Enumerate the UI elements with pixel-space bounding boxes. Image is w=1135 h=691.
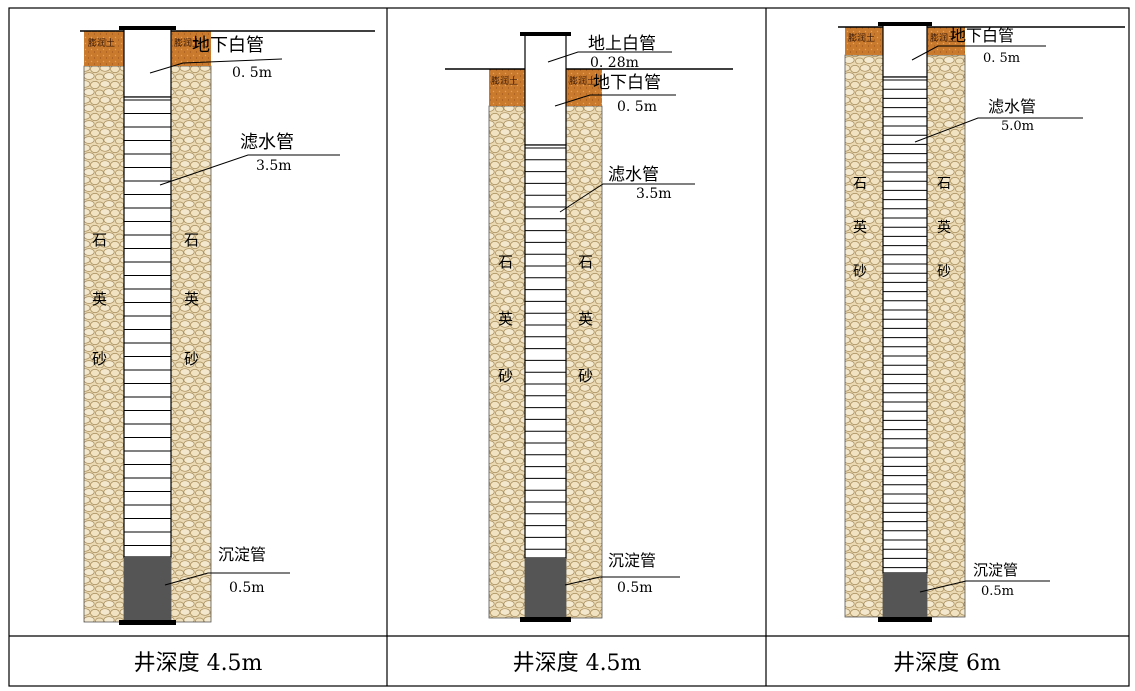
sand-right xyxy=(170,65,212,623)
sand-label-left-3: 砂 xyxy=(853,264,867,280)
sand-left xyxy=(488,105,526,619)
sump-label: 沉淀管 xyxy=(218,545,266,564)
blank-below-label: 地下白管 xyxy=(950,26,1014,45)
blank-below-length: 0. 5m xyxy=(983,51,1020,66)
screen-pipe xyxy=(123,96,172,558)
sand-label-left-2: 英 xyxy=(92,290,107,308)
clay-right xyxy=(927,27,965,55)
pipe-cap-bottom xyxy=(878,617,932,622)
blank-above-label: 地上白管 xyxy=(588,34,656,54)
screen-slots xyxy=(525,147,566,550)
clay-right xyxy=(171,31,211,66)
sump-label: 沉淀管 xyxy=(973,561,1018,579)
screen-slots xyxy=(883,79,927,569)
pipe-cap-bottom xyxy=(119,620,176,625)
blank-below-label: 地下白管 xyxy=(192,35,264,56)
blank-below-length: 0. 5m xyxy=(232,65,272,81)
sand-label-left-3: 砂 xyxy=(498,367,513,385)
pipe-cap-top xyxy=(119,26,176,30)
sump-pipe xyxy=(883,573,927,617)
clay-left xyxy=(845,27,883,55)
sand-right xyxy=(565,105,603,619)
screen-length: 3.5m xyxy=(636,186,672,202)
panel-3: 膨润土 膨润土 地下白管 0. 5m 滤水管 5.0m 石 英 砂 石 英 砂 … xyxy=(838,22,1125,676)
pipe-cap-top xyxy=(878,22,932,26)
sand-label-left-1: 石 xyxy=(498,253,513,271)
clay-label-right: 膨润土 xyxy=(174,37,201,49)
sand-label-right-1: 石 xyxy=(184,231,199,249)
screen-label: 滤水管 xyxy=(608,165,659,185)
sump-label: 沉淀管 xyxy=(608,551,656,570)
sand-label-right-2: 英 xyxy=(184,290,199,308)
blank-below-label: 地下白管 xyxy=(593,73,661,93)
clay-label-right: 膨润土 xyxy=(569,75,596,87)
sump-pipe xyxy=(124,557,171,622)
panel-caption: 井深度 6m xyxy=(893,651,1001,676)
table-frame xyxy=(8,7,1130,687)
panel-caption: 井深度 4.5m xyxy=(134,651,263,676)
blank-pipe xyxy=(882,24,928,78)
sand-right xyxy=(926,54,966,618)
sump-length: 0.5m xyxy=(981,584,1014,599)
screen-slots xyxy=(124,99,171,546)
panel-caption: 井深度 4.5m xyxy=(513,651,642,676)
blank-above-length: 0. 28m xyxy=(590,55,639,71)
sump-length: 0.5m xyxy=(229,580,265,596)
sand-left xyxy=(844,54,884,618)
pipe-cap-top xyxy=(520,32,571,36)
screen-length: 5.0m xyxy=(1001,119,1034,134)
sand-label-right-3: 砂 xyxy=(578,367,593,385)
sand-label-right-2: 英 xyxy=(937,219,951,236)
sand-left xyxy=(83,65,125,623)
blank-below-length: 0. 5m xyxy=(617,99,657,115)
screen-label: 滤水管 xyxy=(240,132,294,153)
clay-right xyxy=(566,69,602,106)
sand-label-left-3: 砂 xyxy=(92,350,107,368)
screen-length: 3.5m xyxy=(256,158,292,174)
sand-label-right-3: 砂 xyxy=(184,350,199,368)
clay-label-left: 膨润土 xyxy=(491,75,518,87)
panel-1: 膨润土 膨润土 地下白管 0. 5m 滤水管 3.5m 石 英 砂 石 英 砂 … xyxy=(80,26,375,676)
panel-2: 膨润土 膨润土 地上白管 0. 28m 地下白管 0. 5m 滤水管 3.5m … xyxy=(445,32,733,676)
screen-pipe xyxy=(882,76,928,574)
blank-pipe xyxy=(524,34,567,146)
pipe-cap-bottom xyxy=(520,617,571,622)
clay-left xyxy=(489,69,525,106)
sand-label-left-2: 英 xyxy=(498,310,513,328)
screen-pipe xyxy=(524,144,567,559)
sump-pipe xyxy=(525,558,566,618)
blank-pipe xyxy=(123,28,172,98)
sump-length: 0.5m xyxy=(617,580,653,596)
sand-label-left-2: 英 xyxy=(853,219,867,236)
clay-label-left: 膨润土 xyxy=(88,37,115,49)
sand-label-right-3: 砂 xyxy=(937,264,951,280)
sand-label-right-2: 英 xyxy=(578,310,593,328)
clay-label-right: 膨润土 xyxy=(930,32,957,44)
clay-left xyxy=(84,31,124,66)
screen-label: 滤水管 xyxy=(988,97,1036,116)
clay-label-left: 膨润土 xyxy=(848,32,875,44)
sand-label-left-1: 石 xyxy=(853,176,867,192)
sand-label-right-1: 石 xyxy=(937,176,951,192)
sand-label-right-1: 石 xyxy=(578,253,593,271)
sand-label-left-1: 石 xyxy=(92,231,107,249)
